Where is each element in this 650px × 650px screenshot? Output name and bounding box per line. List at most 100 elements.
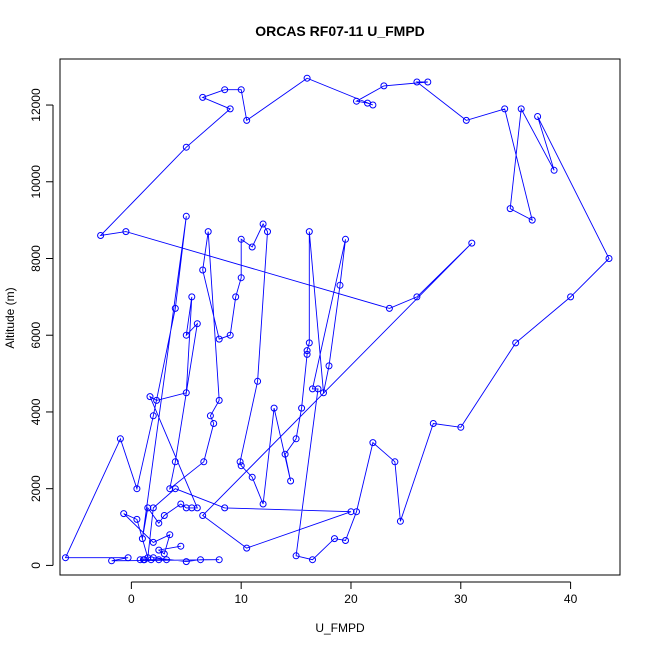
data-point [325,362,333,370]
data-point [347,508,355,516]
data-point [248,243,256,251]
data-point [232,293,240,301]
chart-title: ORCAS RF07-11 U_FMPD [255,23,425,39]
data-point [298,404,306,412]
data-point [237,86,245,94]
data-point [385,304,393,312]
data-point [528,216,536,224]
data-point [200,458,208,466]
data-point [182,389,190,397]
data-point [462,116,470,124]
data-point [305,228,313,236]
data-point [215,556,223,564]
data-point [320,389,327,397]
y-tick-label: 10000 [29,165,43,199]
data-point [314,385,322,393]
data-point [177,500,185,508]
data-point [199,93,207,101]
data-point [138,535,146,543]
data-point [413,293,421,301]
data-point [221,86,229,94]
y-axis-label: Altitude (m) [3,287,17,348]
data-point [237,462,245,470]
data-point [369,101,377,109]
data-point [380,82,388,90]
x-tick-label: 40 [564,592,578,606]
data-point [97,232,105,239]
data-point [199,266,207,274]
data-point [204,228,212,236]
data-point [396,517,404,525]
data-point [303,347,311,355]
y-tick-label: 8000 [29,245,43,272]
data-point [116,435,124,443]
data-point [221,504,229,512]
data-point [215,335,223,343]
y-tick-label: 2000 [29,475,43,502]
data-point [166,531,174,539]
data-point [254,377,262,385]
data-point [413,78,421,86]
series-line [64,77,610,563]
data-point [163,556,170,564]
data-point [391,458,399,466]
data-point [270,404,278,412]
data-point [108,557,116,565]
data-point [342,537,349,544]
data-point [468,239,476,247]
data-point [136,556,144,564]
data-point [155,546,163,554]
data-point [605,255,613,262]
data-point [120,510,128,518]
data-point [309,556,316,564]
data-point [182,558,190,566]
data-point [133,515,141,523]
data-point [259,500,267,508]
data-point [144,554,152,562]
data-point [193,504,201,512]
data-point [424,78,432,86]
x-tick-label: 20 [344,592,358,606]
data-point [457,423,465,431]
data-point [237,235,245,243]
data-point [342,235,349,243]
data-point [336,281,344,289]
data-point [177,542,185,550]
data-point [153,396,161,404]
data-point [264,228,271,236]
data-point [193,320,201,328]
data-point [182,212,190,220]
y-tick-label: 0 [29,562,43,569]
data-point [292,552,300,560]
data-point [146,393,154,401]
data-point [259,220,267,228]
data-point [226,331,234,339]
x-axis-label: U_FMPD [315,621,365,635]
y-tick-label: 12000 [29,88,43,122]
data-point [140,556,147,564]
y-axis: 0 2000 4000 6000 8000 10000 12000 [29,88,54,569]
data-point [369,439,377,447]
data-point [160,550,168,558]
data-point [303,350,311,358]
data-point [567,293,575,301]
data-point [199,512,207,519]
data-point [550,166,558,174]
data-point [501,105,509,113]
y-tick-label: 4000 [29,398,43,425]
data-point [182,143,190,151]
x-tick-label: 30 [454,592,468,606]
data-point [149,504,157,512]
data-point [197,556,204,564]
x-tick-label: 0 [128,592,135,606]
data-point [237,274,245,282]
data-point [210,420,218,427]
data-point [292,435,300,443]
data-point [303,74,311,82]
series-layer [62,74,613,566]
data-point [305,339,313,347]
data-point [160,512,168,519]
data-point [226,105,234,113]
y-tick-label: 6000 [29,322,43,349]
